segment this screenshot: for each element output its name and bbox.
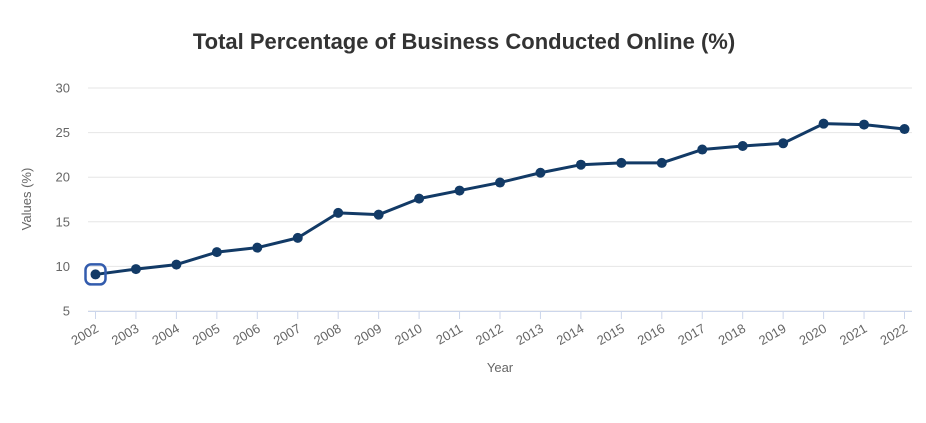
x-tick-label: 2015 [594, 321, 627, 348]
x-tick-label: 2007 [271, 321, 304, 348]
y-tick-label: 10 [56, 259, 70, 274]
data-point-2013[interactable] [535, 167, 546, 178]
x-tick-label: 2016 [635, 321, 668, 348]
x-tick-label: 2013 [513, 321, 546, 348]
x-axis: 2002 2003 2004 2005 2006 2007 2008 2009 2010 2011… [68, 311, 912, 348]
data-point-2009[interactable] [373, 209, 384, 220]
data-point-2021[interactable] [859, 119, 870, 130]
x-tick-label: 2022 [877, 321, 910, 348]
data-point-2012[interactable] [495, 177, 505, 188]
y-tick-label: 30 [56, 81, 70, 96]
x-tick-label: 2017 [675, 321, 708, 348]
y-axis-title: Values (%) [19, 168, 34, 231]
grid-layer: 5 10 15 20 25 30 [56, 81, 912, 319]
series-layer [84, 118, 910, 286]
y-tick-label: 5 [63, 304, 70, 319]
y-tick-label: 25 [56, 125, 70, 140]
x-tick-label: 2005 [190, 321, 223, 348]
x-tick-label: 2009 [352, 321, 385, 348]
x-tick-label: 2020 [797, 321, 830, 348]
x-tick-label: 2019 [756, 321, 789, 348]
data-point-2003[interactable] [130, 264, 141, 275]
data-point-2011[interactable] [454, 185, 465, 196]
data-point-2022[interactable] [899, 124, 910, 135]
x-tick-label: 2002 [68, 321, 101, 348]
x-tick-label: 2008 [311, 321, 344, 348]
data-point-2007[interactable] [292, 232, 303, 243]
data-point-2015[interactable] [616, 157, 627, 168]
x-tick-label: 2006 [230, 321, 263, 348]
data-point-2019[interactable] [778, 138, 789, 149]
data-point-2002[interactable] [90, 269, 101, 280]
data-point-2020[interactable] [818, 118, 829, 129]
x-tick-label: 2004 [149, 321, 182, 348]
data-point-2014[interactable] [575, 159, 586, 170]
data-point-2006[interactable] [252, 242, 263, 253]
y-tick-label: 15 [56, 214, 70, 229]
data-point-2017[interactable] [697, 144, 708, 155]
data-point-2010[interactable] [414, 193, 425, 204]
focus-ring [84, 263, 107, 286]
x-tick-label: 2014 [554, 321, 587, 348]
data-point-2018[interactable] [737, 140, 748, 151]
x-tick-label: 2010 [392, 321, 425, 348]
y-tick-label: 20 [56, 170, 70, 185]
chart-title: Total Percentage of Business Conducted O… [193, 29, 735, 54]
x-tick-label: 2003 [109, 321, 142, 348]
x-axis-title: Year [487, 360, 514, 375]
x-tick-label: 2021 [837, 321, 870, 348]
data-point-2004[interactable] [171, 259, 182, 270]
x-tick-label: 2012 [473, 321, 506, 348]
data-point-2016[interactable] [656, 157, 667, 168]
data-point-2008[interactable] [333, 207, 344, 218]
data-point-2005[interactable] [211, 247, 222, 258]
x-tick-label: 2011 [433, 321, 465, 348]
x-tick-label: 2018 [716, 321, 749, 348]
